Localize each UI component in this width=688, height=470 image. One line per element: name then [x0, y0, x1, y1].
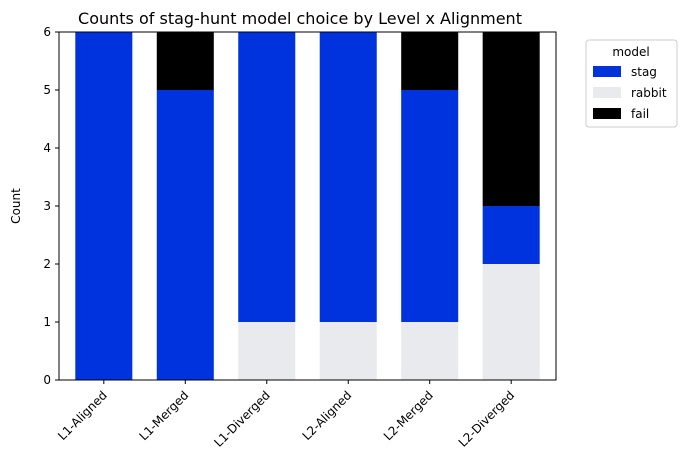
- bar-rabbit-l2-aligned: [319, 322, 377, 380]
- bar-fail-l1-merged: [156, 32, 214, 90]
- bar-rabbit-l1-diverged: [238, 322, 296, 380]
- x-tick-label: L2-Aligned: [300, 388, 355, 443]
- y-tick-label: 4: [43, 141, 51, 155]
- x-tick-label: L1-Diverged: [211, 388, 273, 450]
- legend: model stag rabbit fail: [585, 39, 678, 128]
- y-axis-label: Count: [9, 188, 23, 224]
- x-tick-label: L1-Aligned: [55, 388, 110, 443]
- bar-stag-l1-merged: [156, 90, 214, 380]
- legend-label-rabbit: rabbit: [631, 86, 667, 100]
- legend-swatch-stag: [593, 66, 621, 77]
- x-tick-label: L2-Diverged: [456, 388, 518, 450]
- x-tick-label: L1-Merged: [136, 388, 191, 443]
- plot-frame: [58, 31, 557, 381]
- legend-title: model: [612, 45, 649, 59]
- bar-fail-l2-diverged: [482, 32, 540, 206]
- bar-stag-l2-merged: [401, 90, 459, 322]
- y-tick-label: 5: [43, 83, 51, 97]
- y-tick-label: 0: [43, 373, 51, 387]
- y-tick-label: 6: [43, 25, 51, 39]
- bar-stag-l2-diverged: [482, 206, 540, 264]
- chart-title: Counts of stag-hunt model choice by Leve…: [78, 9, 522, 28]
- y-tick-label: 1: [43, 315, 51, 329]
- bar-rabbit-l2-merged: [401, 322, 459, 380]
- bar-stag-l1-diverged: [238, 32, 296, 322]
- bar-stag-l2-aligned: [319, 32, 377, 322]
- legend-frame: [585, 39, 678, 128]
- bar-fail-l2-merged: [401, 32, 459, 90]
- bar-stag-l1-aligned: [75, 32, 133, 380]
- legend-swatch-fail: [593, 108, 621, 119]
- bar-rabbit-l2-diverged: [482, 264, 540, 380]
- y-tick-label: 3: [43, 199, 51, 213]
- y-tick-label: 2: [43, 257, 51, 271]
- y-axis: 0 1 2 3 4 5 6: [43, 25, 59, 387]
- x-tick-label: L2-Merged: [381, 388, 436, 443]
- x-axis: L1-Aligned L1-Merged L1-Diverged L2-Aligned…: [55, 380, 517, 450]
- legend-swatch-rabbit: [593, 87, 621, 98]
- legend-label-fail: fail: [631, 107, 649, 121]
- legend-label-stag: stag: [631, 65, 657, 79]
- bars-group: [75, 32, 540, 380]
